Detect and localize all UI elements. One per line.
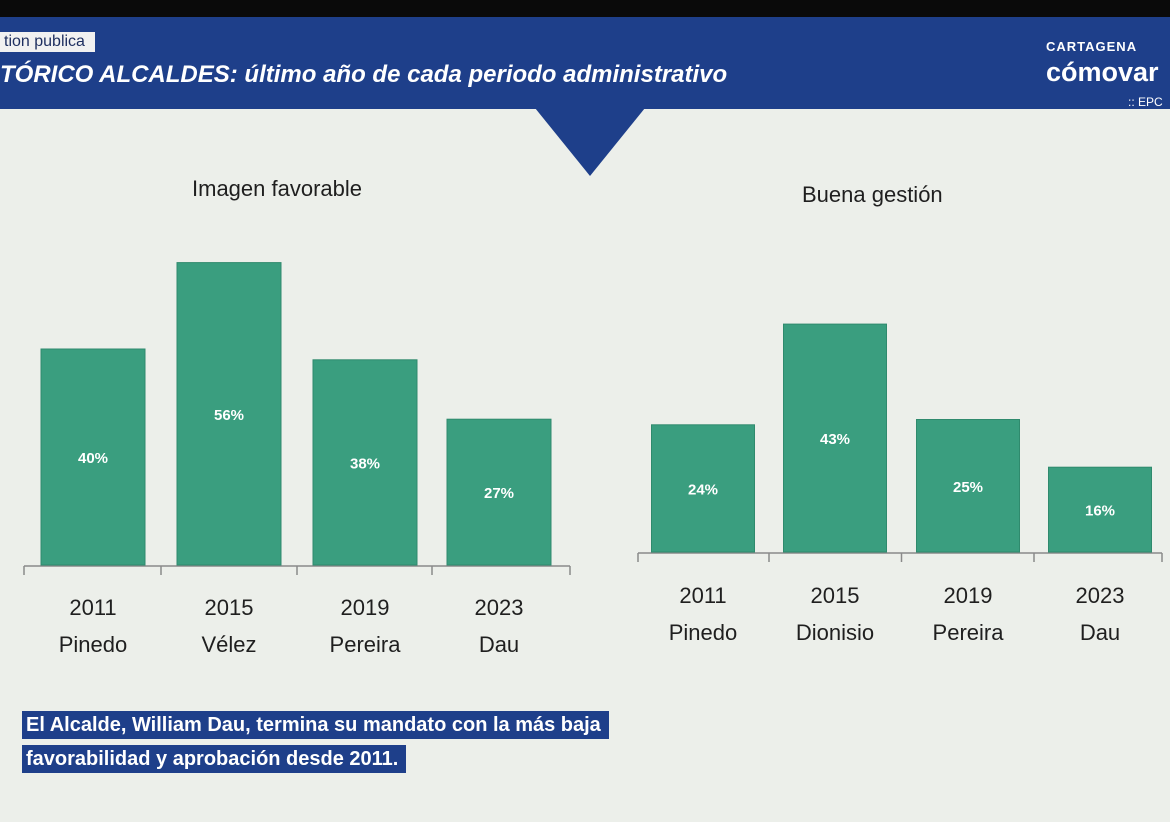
- data-label-gestion-2015: 43%: [820, 431, 850, 448]
- data-label-imagen-2015: 56%: [214, 407, 244, 424]
- tick-name-gestion-2015: Dionisio: [796, 620, 874, 645]
- tick-year-gestion-2011: 2011: [679, 583, 726, 608]
- bar-imagen-2023: [446, 418, 552, 566]
- brand-city: CARTAGENA: [1046, 39, 1138, 54]
- data-label-gestion-2019: 25%: [953, 479, 983, 496]
- tick-year-gestion-2019: 2019: [944, 583, 993, 608]
- top-black-strip: [0, 0, 1170, 17]
- data-label-imagen-2019: 38%: [350, 455, 380, 472]
- header-banner: tion publica TÓRICO ALCALDES: último año…: [0, 17, 1170, 109]
- data-label-gestion-2011: 24%: [688, 481, 718, 498]
- bar-gestion-2015: [783, 323, 887, 553]
- tick-name-imagen-2019: Pereira: [330, 632, 402, 657]
- bar-gestion-2019: [916, 419, 1020, 553]
- tick-name-gestion-2023: Dau: [1080, 620, 1120, 645]
- data-label-imagen-2011: 40%: [78, 450, 108, 467]
- tick-name-gestion-2019: Pereira: [933, 620, 1005, 645]
- note-line-1: El Alcalde, William Dau, termina su mand…: [22, 711, 609, 739]
- tick-name-imagen-2015: Vélez: [201, 632, 256, 657]
- chart-title-imagen: Imagen favorable: [192, 176, 362, 201]
- section-tag: tion publica: [0, 32, 95, 52]
- tick-name-gestion-2011: Pinedo: [669, 620, 738, 645]
- brand-subtitle: :: EPC: [1128, 95, 1163, 109]
- header-notch: [535, 108, 645, 176]
- bar-imagen-2019: [312, 359, 418, 566]
- bar-imagen-2011: [40, 348, 146, 566]
- tick-year-imagen-2019: 2019: [341, 595, 390, 620]
- bar-gestion-2023: [1048, 466, 1152, 553]
- chart-title-gestion: Buena gestión: [802, 182, 943, 207]
- brand-logo-text: cómovar: [1046, 57, 1159, 87]
- tick-year-gestion-2015: 2015: [811, 583, 860, 608]
- bar-imagen-2015: [176, 262, 282, 566]
- tick-year-imagen-2023: 2023: [475, 595, 524, 620]
- tick-name-imagen-2011: Pinedo: [59, 632, 128, 657]
- tick-name-imagen-2023: Dau: [479, 632, 519, 657]
- page-title: TÓRICO ALCALDES: último año de cada peri…: [0, 61, 728, 88]
- tick-year-imagen-2015: 2015: [205, 595, 254, 620]
- note-line-2: favorabilidad y aprobación desde 2011.: [22, 745, 407, 773]
- data-label-gestion-2023: 16%: [1085, 503, 1115, 520]
- data-label-imagen-2023: 27%: [484, 485, 514, 502]
- bar-gestion-2011: [651, 424, 755, 553]
- tick-year-gestion-2023: 2023: [1076, 583, 1125, 608]
- tick-year-imagen-2011: 2011: [69, 595, 116, 620]
